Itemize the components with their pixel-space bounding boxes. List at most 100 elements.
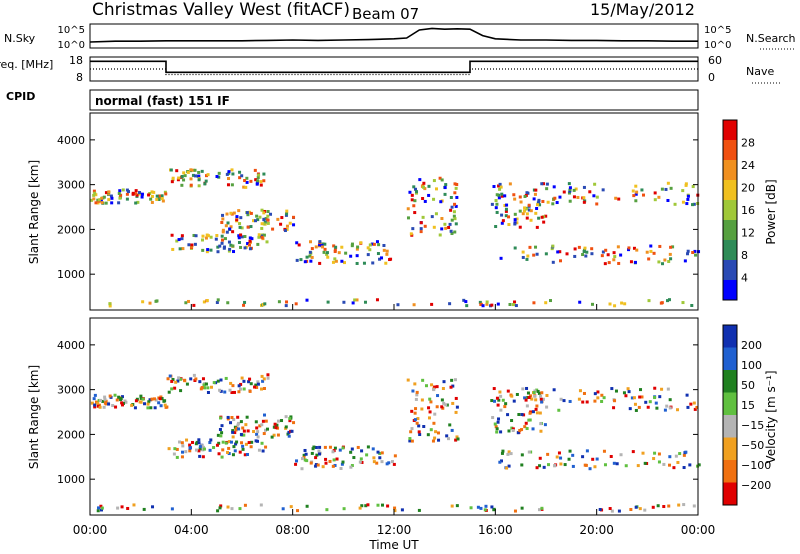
echo-cell	[602, 449, 606, 453]
echo-cell	[126, 506, 130, 510]
echo-cell	[414, 407, 418, 411]
echo-cell	[532, 197, 536, 201]
echo-cell	[236, 415, 240, 419]
echo-cell	[152, 397, 156, 401]
echo-cell	[237, 421, 241, 425]
echo-cell	[198, 380, 202, 384]
echo-cell	[134, 201, 138, 205]
echo-cell	[682, 453, 686, 457]
echo-cell	[377, 243, 381, 247]
echo-cell	[631, 189, 635, 193]
echo-cell	[257, 448, 261, 452]
echo-cell	[146, 402, 150, 406]
echo-cell	[510, 426, 514, 430]
echo-cell	[228, 247, 232, 251]
echo-cell	[378, 451, 382, 455]
echo-cell	[542, 465, 546, 469]
echo-cell	[260, 374, 264, 378]
echo-cell	[212, 381, 216, 385]
echo-cell	[204, 179, 208, 183]
echo-cell	[417, 424, 421, 428]
echo-cell	[380, 256, 384, 260]
echo-cell	[653, 386, 657, 390]
echo-cell	[427, 193, 431, 197]
echo-cell	[239, 420, 243, 424]
echo-cell	[447, 226, 451, 230]
x-tick-label: 20:00	[579, 523, 614, 537]
echo-cell	[493, 422, 497, 426]
echo-cell	[503, 405, 507, 409]
echo-cell	[99, 504, 103, 508]
echo-cell	[262, 179, 266, 183]
echo-cell	[234, 442, 238, 446]
echo-cell	[525, 257, 529, 261]
echo-cell	[318, 261, 322, 265]
echo-cell	[314, 463, 318, 467]
echo-cell	[232, 390, 236, 394]
x-tick-label: 12:00	[377, 523, 412, 537]
echo-cell	[292, 215, 296, 219]
echo-cell	[695, 405, 699, 409]
echo-cell	[353, 298, 357, 302]
x-tick-label: 16:00	[478, 523, 513, 537]
echo-cell	[657, 452, 661, 456]
echo-cell	[432, 225, 436, 229]
echo-cell	[440, 227, 444, 231]
echo-cell	[308, 250, 312, 254]
noise-sky-label: N.Sky	[4, 32, 36, 45]
echo-cell	[551, 260, 555, 264]
echo-cell	[439, 200, 443, 204]
echo-cell	[412, 204, 416, 208]
echo-cell	[634, 192, 638, 196]
echo-cell	[183, 378, 187, 382]
echo-cell	[209, 438, 213, 442]
echo-cell	[241, 447, 245, 451]
echo-cell	[380, 460, 384, 464]
echo-cell	[333, 446, 337, 450]
echo-cell	[351, 301, 355, 305]
echo-cell	[412, 303, 416, 307]
echo-cell	[239, 233, 243, 237]
echo-cell	[292, 421, 296, 425]
echo-cell	[520, 463, 524, 467]
echo-cell	[420, 407, 424, 411]
echo-cell	[481, 304, 485, 308]
echo-cell	[546, 452, 550, 456]
echo-cell	[97, 198, 101, 202]
echo-cell	[539, 422, 543, 426]
echo-cell	[229, 211, 233, 215]
echo-cell	[245, 176, 249, 180]
echo-cell	[225, 212, 229, 216]
echo-cell	[238, 450, 242, 454]
echo-cell	[415, 390, 419, 394]
echo-cell	[496, 420, 500, 424]
echo-cell	[603, 262, 607, 266]
echo-cell	[355, 261, 359, 265]
echo-cell	[193, 168, 197, 172]
echo-cell	[281, 507, 285, 511]
echo-cell	[242, 379, 246, 383]
echo-cell	[415, 190, 419, 194]
echo-cell	[432, 179, 436, 183]
echo-cell	[434, 430, 438, 434]
echo-cell	[285, 209, 289, 213]
echo-cell	[600, 254, 604, 258]
frequency-series	[90, 60, 698, 74]
echo-cell	[341, 460, 345, 464]
echo-cell	[364, 504, 368, 508]
echo-cell	[668, 463, 672, 467]
echo-cell	[310, 255, 314, 259]
noise-left-bottom-tick: 10^0	[58, 40, 85, 51]
echo-cell	[315, 453, 319, 457]
echo-cell	[366, 246, 370, 250]
echo-cell	[332, 244, 336, 248]
echo-cell	[538, 464, 542, 468]
echo-cell	[681, 189, 685, 193]
echo-cell	[663, 408, 667, 412]
echo-cell	[450, 428, 454, 432]
echo-cell	[339, 467, 343, 471]
echo-cell	[535, 225, 539, 229]
echo-cell	[227, 440, 231, 444]
x-tick-label: 04:00	[174, 523, 209, 537]
echo-cell	[231, 429, 235, 433]
